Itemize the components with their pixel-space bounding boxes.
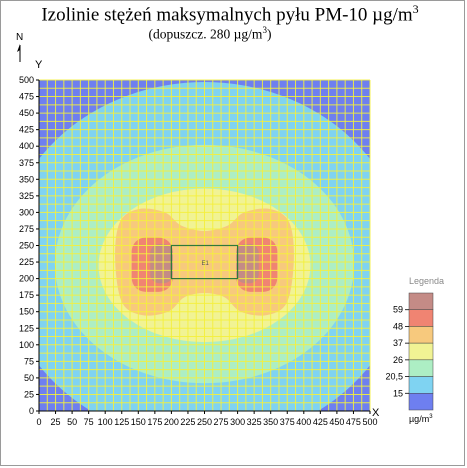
y-tick-label: 325 xyxy=(19,191,34,201)
legend-swatch xyxy=(408,292,434,310)
x-tick-label: 50 xyxy=(67,417,77,427)
contour-zone-59-right xyxy=(236,244,259,284)
y-tick-label: 400 xyxy=(19,141,34,151)
y-tick-label: 450 xyxy=(19,108,34,118)
y-tick-label: 500 xyxy=(19,75,34,85)
chart-subtitle: (dopuszcz. 280 µg/m3) xyxy=(148,25,272,42)
legend-layer: 59 48 37 26 20,5 15 xyxy=(385,292,434,411)
x-tick-label: 475 xyxy=(346,417,361,427)
x-tick-label: 325 xyxy=(247,417,262,427)
legend-tick-label: 15 xyxy=(393,388,403,398)
y-tick-label: 100 xyxy=(19,340,34,350)
legend-tick-label: 59 xyxy=(393,305,403,315)
legend-unit: µg/m3 xyxy=(409,414,433,424)
x-tick-label: 175 xyxy=(147,417,162,427)
x-tick-label: 350 xyxy=(263,417,278,427)
x-tick-label: 200 xyxy=(164,417,179,427)
legend-tick-label: 48 xyxy=(393,321,403,331)
y-tick-label: 200 xyxy=(19,274,34,284)
north-arrow-icon: N xyxy=(14,32,32,66)
y-tick-label: 75 xyxy=(24,356,34,366)
y-tick-label: 175 xyxy=(19,290,34,300)
y-tick-label: 125 xyxy=(19,323,34,333)
y-tick-label: 50 xyxy=(24,373,34,383)
x-tick-label: 450 xyxy=(329,417,344,427)
source-label: E1 xyxy=(202,261,210,267)
x-tick-label: 0 xyxy=(36,417,41,427)
x-axis-label: X xyxy=(372,407,380,419)
x-tick-label: 225 xyxy=(180,417,195,427)
north-label: N xyxy=(16,32,24,43)
legend-tick-label: 26 xyxy=(393,355,403,365)
x-tick-label: 75 xyxy=(84,417,94,427)
x-tick-label: 375 xyxy=(280,417,295,427)
x-tick-label: 300 xyxy=(230,417,245,427)
legend-title: Legenda xyxy=(409,276,445,286)
y-tick-label: 425 xyxy=(19,125,34,135)
x-tick-label: 275 xyxy=(214,417,229,427)
y-tick-label: 0 xyxy=(29,406,34,416)
x-tick-label: 425 xyxy=(313,417,328,427)
legend-swatch xyxy=(408,393,434,411)
source-layer: E1 xyxy=(170,244,239,280)
y-tick-label: 25 xyxy=(24,389,34,399)
chart-title: Izolinie stężeń maksymalnych pyłu PM-10 … xyxy=(41,2,419,26)
legend-tick-label: 37 xyxy=(393,338,403,348)
legend-swatch xyxy=(408,342,434,361)
y-tick-label: 225 xyxy=(19,257,34,267)
legend-swatch xyxy=(408,376,434,394)
x-tick-label: 250 xyxy=(197,417,212,427)
x-tick-label: 150 xyxy=(131,417,146,427)
y-tick-label: 150 xyxy=(19,307,34,317)
contour-zone-59-left xyxy=(150,244,173,284)
legend-swatch xyxy=(408,309,434,327)
y-tick-label: 275 xyxy=(19,224,34,234)
x-tick-label: 400 xyxy=(296,417,311,427)
x-tick-label: 500 xyxy=(362,417,377,427)
y-tick-label: 250 xyxy=(19,241,34,251)
axis-layer: 0 25 50 75 100 125 150 175 200 225 250 275 300 325 350… xyxy=(19,59,380,427)
y-tick-label: 350 xyxy=(19,174,34,184)
y-tick-label: 475 xyxy=(19,92,34,102)
legend-swatch xyxy=(408,326,434,344)
legend-tick-label: 20,5 xyxy=(385,372,403,382)
y-axis-label: Y xyxy=(35,59,43,71)
x-tick-label: 125 xyxy=(114,417,129,427)
y-tick-label: 300 xyxy=(19,207,34,217)
legend-swatch xyxy=(408,359,434,377)
x-tick-label: 25 xyxy=(51,417,61,427)
y-tick-label: 375 xyxy=(19,158,34,168)
x-tick-label: 100 xyxy=(98,417,113,427)
